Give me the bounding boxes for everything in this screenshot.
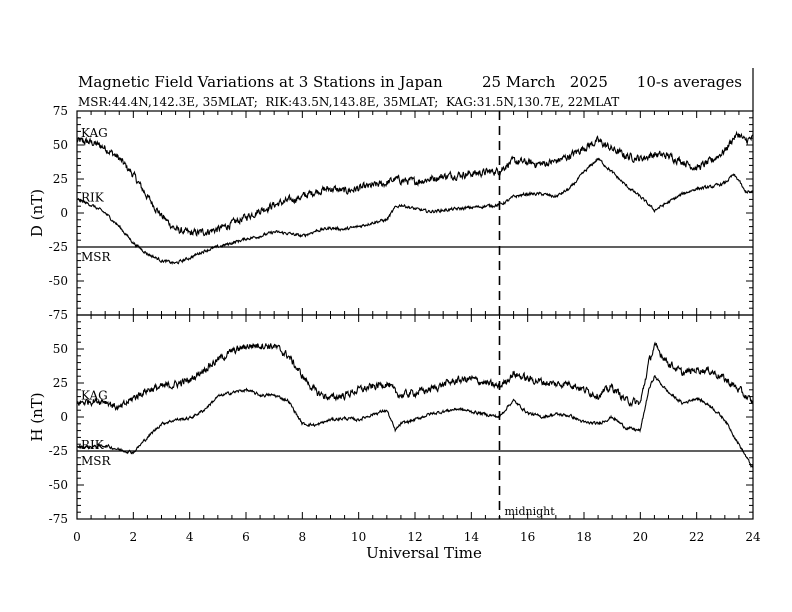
x-tick-label: 16: [520, 530, 535, 544]
chart-averaging: 10-s averages: [637, 73, 742, 91]
panel-frame: [76, 314, 754, 520]
x-tick-label: 20: [633, 530, 648, 544]
series-label-kag: KAG: [81, 126, 108, 140]
x-tick-label: 22: [689, 530, 704, 544]
y-tick-label: -25: [49, 240, 68, 254]
x-tick-label: 0: [73, 530, 81, 544]
x-tick-label: 8: [299, 530, 307, 544]
panels: 75 50 25 0 -25 -50 -75 D (nT) KAG RIK MSR 50 25 0 -25 -…: [28, 104, 754, 526]
y-tick-label: -50: [49, 274, 68, 288]
panel-frame: [76, 110, 754, 316]
series-line-kag: [76, 341, 754, 411]
y-tick-label: 75: [53, 104, 68, 118]
x-tick-label: 14: [464, 530, 480, 544]
series-label-rik: RIK: [81, 438, 105, 452]
midnight-marker: midnight: [498, 68, 754, 519]
series-line-kag: [76, 130, 754, 237]
x-tick-label: 24: [745, 530, 761, 544]
x-tick-label: 6: [242, 530, 250, 544]
chart-subtitle: MSR:44.4N,142.3E, 35MLAT; RIK:43.5N,143.…: [78, 95, 619, 109]
y-tick-label: 50: [53, 342, 68, 356]
series-line-rik: [76, 157, 754, 265]
series-line-rik: [76, 375, 754, 468]
chart-title: Magnetic Field Variations at 3 Stations …: [78, 73, 443, 91]
y-axis-label: D (nT): [28, 189, 46, 237]
y-tick-label: 50: [53, 138, 68, 152]
y-axis-label: H (nT): [28, 392, 46, 441]
y-tick-label: 0: [60, 206, 68, 220]
panel-h: 50 25 0 -25 -50 -75 H (nT) KAG RIK MSR: [28, 314, 754, 526]
series-label-rik: RIK: [81, 190, 105, 204]
y-tick-label: -75: [49, 512, 68, 526]
x-tick-label: 4: [186, 530, 194, 544]
x-tick-label: 10: [351, 530, 366, 544]
y-tick-label: 25: [53, 172, 68, 186]
x-axis-label: Universal Time: [366, 544, 482, 562]
y-tick-label: -75: [49, 308, 68, 322]
x-tick-label: 18: [576, 530, 591, 544]
y-tick-label: 0: [60, 410, 68, 424]
x-axis: 0 2 4 6 8 10 12 14 16 18 20 22 24: [73, 111, 761, 544]
y-tick-label: -50: [49, 478, 68, 492]
series-label-msr: MSR: [81, 454, 112, 468]
x-tick-label: 12: [407, 530, 422, 544]
series-label-msr: MSR: [81, 250, 112, 264]
series-label-kag: KAG: [81, 388, 108, 402]
chart-date: 25 March 2025: [482, 73, 608, 91]
y-tick-label: -25: [49, 444, 68, 458]
x-tick-label: 2: [130, 530, 138, 544]
y-tick-label: 25: [53, 376, 68, 390]
panel-d: 75 50 25 0 -25 -50 -75 D (nT) KAG RIK MSR: [28, 104, 754, 322]
midnight-label: midnight: [505, 505, 556, 518]
